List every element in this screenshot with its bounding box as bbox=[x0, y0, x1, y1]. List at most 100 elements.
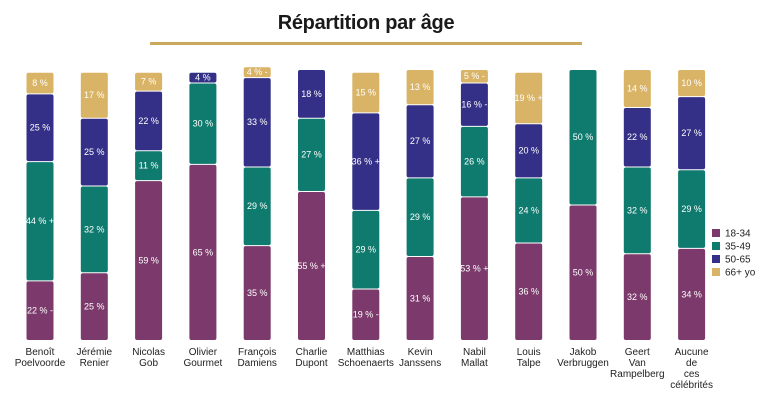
category-label-nabil-mallat: Nabil Mallat bbox=[461, 347, 488, 369]
legend-label-35-49: 35-49 bbox=[725, 242, 751, 253]
category-label-geert-van-rampelberg: Geert Van Rampelberg bbox=[610, 347, 664, 380]
data-label-kevin-janssens-66-yo: 13 % bbox=[410, 82, 431, 92]
data-label-matthias-schoenaerts-18-34: 19 % - bbox=[353, 310, 379, 320]
bar-geert-van-rampelberg-18-34 bbox=[623, 254, 651, 340]
bar-charlie-dupont-18-34 bbox=[298, 191, 325, 340]
bar-benoit-poelvoorde-35-49 bbox=[26, 162, 54, 281]
category-label-line: Damiens bbox=[237, 358, 276, 369]
data-label-nicolas-gob-50-65: 22 % bbox=[138, 116, 159, 126]
bar-kevin-janssens-66-yo bbox=[406, 70, 434, 105]
bar-aucune-de-ces-celebrites-66-yo bbox=[678, 70, 706, 97]
data-label-charlie-dupont-50-65: 18 % bbox=[301, 89, 322, 99]
bar-aucune-de-ces-celebrites-50-65 bbox=[678, 97, 706, 170]
category-labels: Benoît Poelvoorde Jérémie Renier Nicolas Gob O… bbox=[15, 347, 713, 391]
legend-label-66-yo: 66+ yo bbox=[725, 268, 756, 279]
legend: 18-34 35-49 50-65 66+ yo bbox=[712, 229, 756, 279]
category-label-line: Mallat bbox=[461, 358, 488, 369]
category-label-line: Janssens bbox=[399, 358, 441, 369]
legend-swatch-35-49 bbox=[712, 242, 720, 250]
data-label-matthias-schoenaerts-35-49: 29 % bbox=[356, 245, 377, 255]
bar-matthias-schoenaerts-50-65 bbox=[352, 113, 380, 210]
data-label-nabil-mallat-18-34: 53 % + bbox=[460, 264, 488, 274]
category-label-line: Jérémie bbox=[77, 347, 113, 358]
bar-jeremie-renier-18-34 bbox=[80, 273, 108, 340]
data-label-kevin-janssens-35-49: 29 % bbox=[410, 212, 431, 222]
data-label-louis-talpe-50-65: 20 % bbox=[518, 146, 539, 156]
category-label-benoit-poelvoorde: Benoît Poelvoorde bbox=[15, 347, 66, 369]
category-label-line: Rampelberg bbox=[610, 369, 664, 380]
category-label-louis-talpe: Louis Talpe bbox=[517, 347, 541, 369]
data-label-geert-van-rampelberg-18-34: 32 % bbox=[627, 292, 648, 302]
bar-matthias-schoenaerts-66-yo bbox=[352, 72, 380, 113]
bar-olivier-gourmet-18-34 bbox=[189, 164, 217, 340]
chart-title: Répartition par âge bbox=[277, 12, 455, 34]
data-label-benoit-poelvoorde-66-yo: 8 % bbox=[32, 78, 48, 88]
data-label-geert-van-rampelberg-50-65: 22 % bbox=[627, 132, 648, 142]
data-label-jeremie-renier-35-49: 32 % bbox=[84, 224, 105, 234]
bar-jakob-verbruggen-18-34 bbox=[569, 205, 597, 340]
data-label-kevin-janssens-50-65: 27 % bbox=[410, 136, 431, 146]
legend-label-18-34: 18-34 bbox=[725, 229, 751, 240]
data-label-geert-van-rampelberg-66-yo: 14 % bbox=[627, 83, 648, 93]
bar-geert-van-rampelberg-35-49 bbox=[623, 167, 651, 254]
data-label-aucune-de-ces-celebrites-50-65: 27 % bbox=[681, 128, 702, 138]
bar-jeremie-renier-50-65 bbox=[80, 118, 108, 186]
category-label-line: François bbox=[238, 347, 276, 358]
data-label-francois-damiens-50-65: 33 % bbox=[247, 117, 268, 127]
data-label-jakob-verbruggen-35-49: 50 % bbox=[573, 132, 594, 142]
bar-aucune-de-ces-celebrites-35-49 bbox=[678, 170, 706, 248]
bar-nicolas-gob-50-65 bbox=[135, 91, 163, 151]
category-label-line: Talpe bbox=[517, 358, 541, 369]
data-label-louis-talpe-66-yo: 19 % + bbox=[515, 93, 543, 103]
bar-matthias-schoenaerts-35-49 bbox=[352, 210, 380, 289]
bar-louis-talpe-50-65 bbox=[515, 124, 543, 178]
data-label-francois-damiens-66-yo: 4 % - bbox=[247, 67, 268, 77]
category-label-line: Dupont bbox=[295, 358, 327, 369]
legend-label-50-65: 50-65 bbox=[725, 255, 751, 266]
bar-charlie-dupont-50-65 bbox=[298, 70, 325, 118]
data-label-jeremie-renier-66-yo: 17 % bbox=[84, 90, 105, 100]
data-label-matthias-schoenaerts-66-yo: 15 % bbox=[356, 87, 377, 97]
data-label-nicolas-gob-35-49: 11 % bbox=[139, 161, 159, 171]
data-label-olivier-gourmet-50-65: 4 % bbox=[195, 73, 211, 83]
data-label-jeremie-renier-18-34: 25 % bbox=[84, 302, 105, 312]
category-label-jakob-verbruggen: Jakob Verbruggen bbox=[557, 347, 609, 369]
category-label-line: Charlie bbox=[296, 347, 328, 358]
bar-kevin-janssens-50-65 bbox=[406, 105, 434, 178]
data-label-nabil-mallat-66-yo: 5 % - bbox=[464, 71, 485, 81]
bar-nicolas-gob-66-yo bbox=[135, 72, 163, 91]
bar-olivier-gourmet-50-65 bbox=[189, 72, 217, 83]
bar-jakob-verbruggen-35-49 bbox=[569, 70, 597, 205]
category-label-line: Renier bbox=[80, 358, 110, 369]
bar-geert-van-rampelberg-50-65 bbox=[623, 107, 651, 167]
bar-nabil-mallat-50-65 bbox=[460, 83, 488, 126]
category-label-line: Schoenaerts bbox=[338, 358, 394, 369]
bar-francois-damiens-35-49 bbox=[243, 167, 271, 246]
bar-charlie-dupont-35-49 bbox=[298, 118, 325, 191]
category-label-charlie-dupont: Charlie Dupont bbox=[295, 347, 327, 369]
category-label-line: de bbox=[686, 358, 698, 369]
bar-benoit-poelvoorde-18-34 bbox=[26, 281, 54, 340]
category-label-line: Jakob bbox=[570, 347, 597, 358]
category-label-line: Verbruggen bbox=[557, 358, 609, 369]
data-label-kevin-janssens-18-34: 31 % bbox=[410, 293, 431, 303]
data-label-aucune-de-ces-celebrites-18-34: 34 % bbox=[681, 289, 702, 299]
bar-benoit-poelvoorde-50-65 bbox=[26, 94, 54, 162]
data-label-benoit-poelvoorde-50-65: 25 % bbox=[30, 123, 51, 133]
bar-aucune-de-ces-celebrites-18-34 bbox=[678, 248, 706, 340]
category-label-line: Louis bbox=[517, 347, 541, 358]
bars-group: 22 % - 44 % + 25 % 8 % 25 % 32 % 25 % 17 % 59 % 1… bbox=[26, 67, 706, 340]
data-label-geert-van-rampelberg-35-49: 32 % bbox=[627, 205, 648, 215]
category-label-line: Poelvoorde bbox=[15, 358, 66, 369]
legend-swatch-18-34 bbox=[712, 229, 720, 237]
title-underline bbox=[150, 42, 582, 45]
bar-jeremie-renier-66-yo bbox=[80, 72, 108, 118]
bar-nicolas-gob-18-34 bbox=[135, 181, 163, 340]
category-label-line: Nabil bbox=[463, 347, 486, 358]
bar-francois-damiens-18-34 bbox=[243, 246, 271, 340]
category-label-line: Kevin bbox=[408, 347, 433, 358]
bar-louis-talpe-35-49 bbox=[515, 178, 543, 243]
category-label-line: Nicolas bbox=[132, 347, 165, 358]
data-label-charlie-dupont-18-34: 55 % + bbox=[297, 261, 325, 271]
data-label-aucune-de-ces-celebrites-35-49: 29 % bbox=[681, 204, 702, 214]
